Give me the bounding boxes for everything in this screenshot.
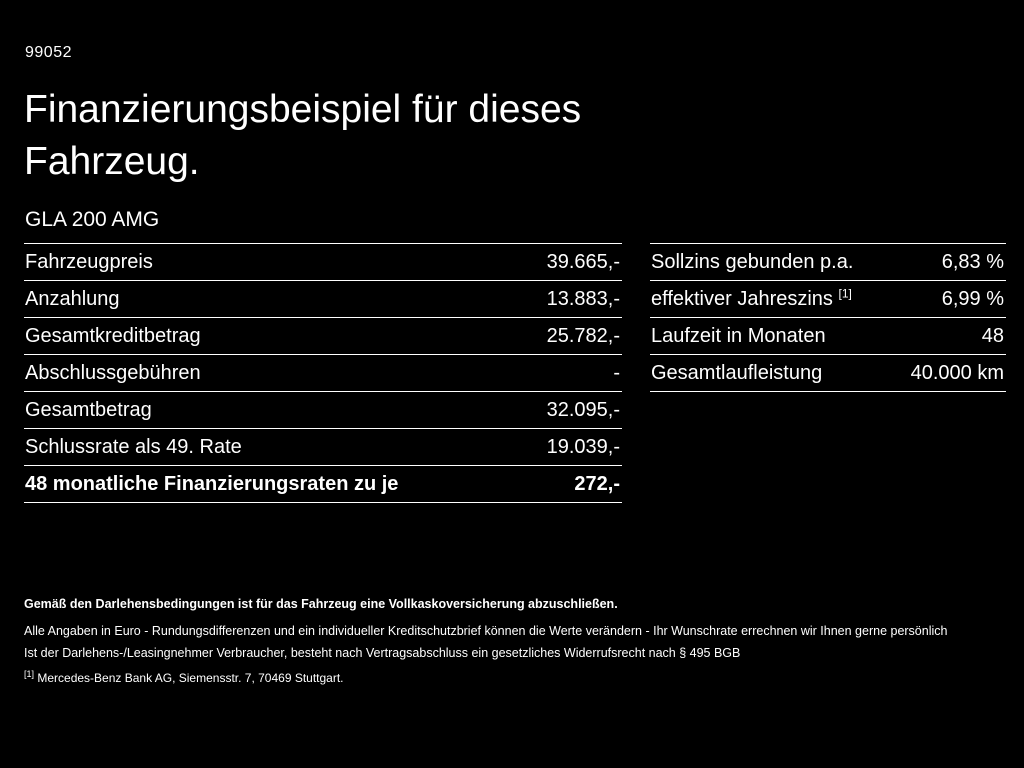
row-value: 32.095,- bbox=[546, 398, 620, 421]
table-row-gesamtlaufleistung: Gesamtlaufleistung 40.000 km bbox=[650, 354, 1006, 392]
row-label: Gesamtkreditbetrag bbox=[25, 324, 201, 347]
row-value: 6,83 % bbox=[941, 250, 1004, 273]
row-label: Gesamtbetrag bbox=[25, 398, 152, 421]
row-label: Laufzeit in Monaten bbox=[651, 324, 826, 347]
page-title-line1: Finanzierungsbeispiel für dieses bbox=[24, 88, 582, 131]
row-label: effektiver Jahreszins [1] bbox=[650, 285, 852, 311]
table-row-abschlussgebuehren: Abschlussgebühren - bbox=[24, 354, 622, 391]
row-value: 13.883,- bbox=[546, 287, 620, 310]
row-value: 6,99 % bbox=[941, 287, 1004, 310]
footnote-reference: [1] Mercedes-Benz Bank AG, Siemensstr. 7… bbox=[24, 669, 989, 686]
row-label: Abschlussgebühren bbox=[25, 361, 201, 384]
table-row-laufzeit: Laufzeit in Monaten 48 bbox=[650, 317, 1006, 354]
row-label: Schlussrate als 49. Rate bbox=[25, 435, 242, 458]
table-row-gesamtkreditbetrag: Gesamtkreditbetrag 25.782,- bbox=[24, 317, 622, 354]
table-row-sollzins: Sollzins gebunden p.a. 6,83 % bbox=[650, 243, 1006, 280]
footnote-ref-text: Mercedes-Benz Bank AG, Siemensstr. 7, 70… bbox=[37, 671, 344, 685]
row-value: 272,- bbox=[574, 472, 620, 495]
row-label: Anzahlung bbox=[25, 287, 120, 310]
row-value: - bbox=[613, 361, 620, 384]
legal-footnotes: Gemäß den Darlehensbedingungen ist für d… bbox=[24, 597, 989, 685]
footnote-line3: Ist der Darlehens-/Leasingnehmer Verbrau… bbox=[24, 646, 741, 660]
document-code: 99052 bbox=[25, 44, 72, 61]
vehicle-model: GLA 200 AMG bbox=[25, 208, 160, 231]
table-row-monatliche-raten: 48 monatliche Finanzierungsraten zu je 2… bbox=[24, 465, 622, 503]
table-row-effektiver-jahreszins: effektiver Jahreszins [1] 6,99 % bbox=[650, 280, 1006, 317]
row-value: 39.665,- bbox=[546, 250, 620, 273]
table-row-schlussrate: Schlussrate als 49. Rate 19.039,- bbox=[24, 428, 622, 465]
footnote-marker: [1] bbox=[838, 285, 852, 300]
row-value: 40.000 km bbox=[910, 361, 1004, 384]
row-label: 48 monatliche Finanzierungsraten zu je bbox=[25, 472, 399, 495]
page-title-line2: Fahrzeug. bbox=[24, 140, 200, 183]
table-row-gesamtbetrag: Gesamtbetrag 32.095,- bbox=[24, 391, 622, 428]
footnote-ref-marker: [1] bbox=[24, 669, 35, 679]
row-label: Sollzins gebunden p.a. bbox=[651, 250, 854, 273]
table-row-anzahlung: Anzahlung 13.883,- bbox=[24, 280, 622, 317]
row-label-text: effektiver Jahreszins bbox=[651, 287, 833, 310]
footnote-bold: Gemäß den Darlehensbedingungen ist für d… bbox=[24, 597, 618, 611]
row-label: Gesamtlaufleistung bbox=[651, 361, 823, 384]
financing-table-right: Sollzins gebunden p.a. 6,83 % effektiver… bbox=[650, 243, 1006, 392]
row-value: 48 bbox=[981, 324, 1004, 347]
row-value: 19.039,- bbox=[546, 435, 620, 458]
financing-table-left: Fahrzeugpreis 39.665,- Anzahlung 13.883,… bbox=[24, 243, 622, 503]
footnote-line2: Alle Angaben in Euro - Rundungsdifferenz… bbox=[24, 624, 948, 638]
row-value: 25.782,- bbox=[546, 324, 620, 347]
table-row-fahrzeugpreis: Fahrzeugpreis 39.665,- bbox=[24, 243, 622, 280]
page-title: Finanzierungsbeispiel für dieses Fahrzeu… bbox=[24, 84, 581, 188]
row-label: Fahrzeugpreis bbox=[25, 250, 153, 273]
